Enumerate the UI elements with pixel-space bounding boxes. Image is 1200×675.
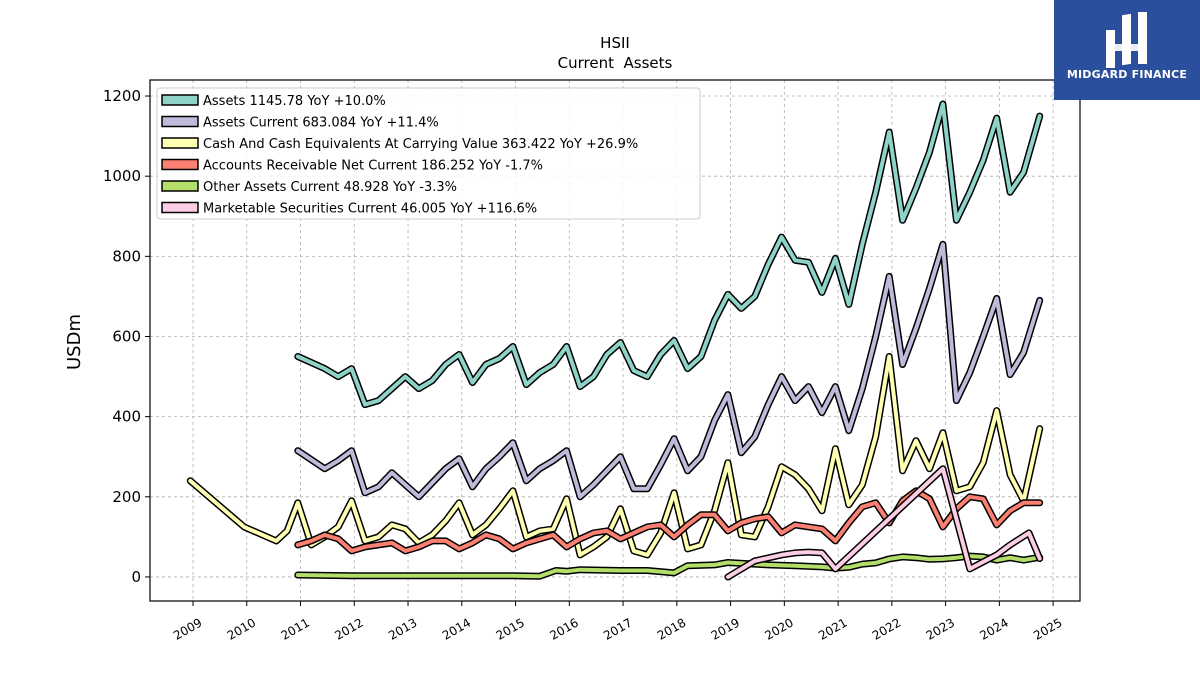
y-tick-label: 1200 <box>103 87 141 105</box>
x-tick-label: 2024 <box>977 615 1010 642</box>
series-line <box>295 102 1042 407</box>
plot-frame <box>149 79 1081 602</box>
series-assets <box>294 100 1044 409</box>
y-axis-label: USDm <box>64 314 85 370</box>
legend-swatch <box>161 158 199 171</box>
x-tick-label: 2010 <box>225 615 258 642</box>
x-tick-label: 2014 <box>440 615 473 642</box>
x-tick-label: 2021 <box>816 615 849 642</box>
legend-swatch <box>161 94 199 106</box>
legend-swatch <box>161 115 199 128</box>
x-tick-label: 2012 <box>332 615 365 642</box>
brand-logo: MIDGARD FINANCE <box>1054 0 1200 100</box>
x-tick-label: 2018 <box>655 615 688 642</box>
y-tick-label: 800 <box>112 247 141 265</box>
y-tick-label: 0 <box>131 568 141 586</box>
series-line <box>295 242 1042 499</box>
legend-box <box>156 87 701 220</box>
x-tick-label: 2017 <box>601 615 634 642</box>
y-tick-label: 1000 <box>103 167 141 185</box>
y-tick-label: 200 <box>112 488 141 506</box>
legend-swatch <box>161 201 199 214</box>
x-tick-label: 2025 <box>1031 615 1064 642</box>
legend: Assets 1145.78 YoY +10.0% Assets Current … <box>156 87 701 220</box>
x-tick-label: 2015 <box>494 615 527 642</box>
series-marketable-securities-current <box>724 465 1044 581</box>
series-line <box>188 354 1042 557</box>
legend-label: Cash And Cash Equivalents At Carrying Va… <box>203 137 638 152</box>
legend-label: Assets 1145.78 YoY +10.0% <box>203 94 386 109</box>
y-axis: 0 200 400 600 800 1000 1200 <box>103 87 150 586</box>
chart-subtitle: Current Assets <box>558 54 673 72</box>
series-line <box>725 466 1042 579</box>
y-tick-label: 400 <box>112 408 141 426</box>
legend-swatch <box>161 137 199 149</box>
x-axis: 2009 2010 2011 2012 2013 2014 2015 2016 2017 2018… <box>171 601 1065 643</box>
series-outline <box>186 353 1044 559</box>
midgard-logo-icon <box>1106 12 1147 68</box>
legend-label: Accounts Receivable Net Current 186.252 … <box>203 159 543 174</box>
x-tick-label: 2023 <box>924 615 957 642</box>
x-tick-label: 2009 <box>171 615 204 642</box>
series-cash-and-cash-equivalents-at-carrying-value <box>186 353 1044 559</box>
chart-title: HSII <box>600 34 630 52</box>
y-tick-label: 600 <box>112 327 141 345</box>
x-tick-label: 2019 <box>709 615 742 642</box>
x-tick-label: 2016 <box>547 615 580 642</box>
legend-swatch <box>161 180 199 192</box>
x-tick-label: 2011 <box>279 615 312 642</box>
series-layer <box>186 100 1044 581</box>
x-tick-label: 2013 <box>386 615 419 642</box>
series-assets-current <box>294 240 1044 501</box>
legend-label: Marketable Securities Current 46.005 YoY… <box>203 202 537 217</box>
legend-label: Assets Current 683.084 YoY +11.4% <box>203 116 439 131</box>
series-other-assets-current <box>294 552 1044 580</box>
x-tick-label: 2020 <box>762 615 795 642</box>
legend-label: Other Assets Current 48.928 YoY -3.3% <box>203 180 457 195</box>
x-tick-label: 2022 <box>870 615 903 642</box>
brand-name: MIDGARD FINANCE <box>1066 68 1188 81</box>
